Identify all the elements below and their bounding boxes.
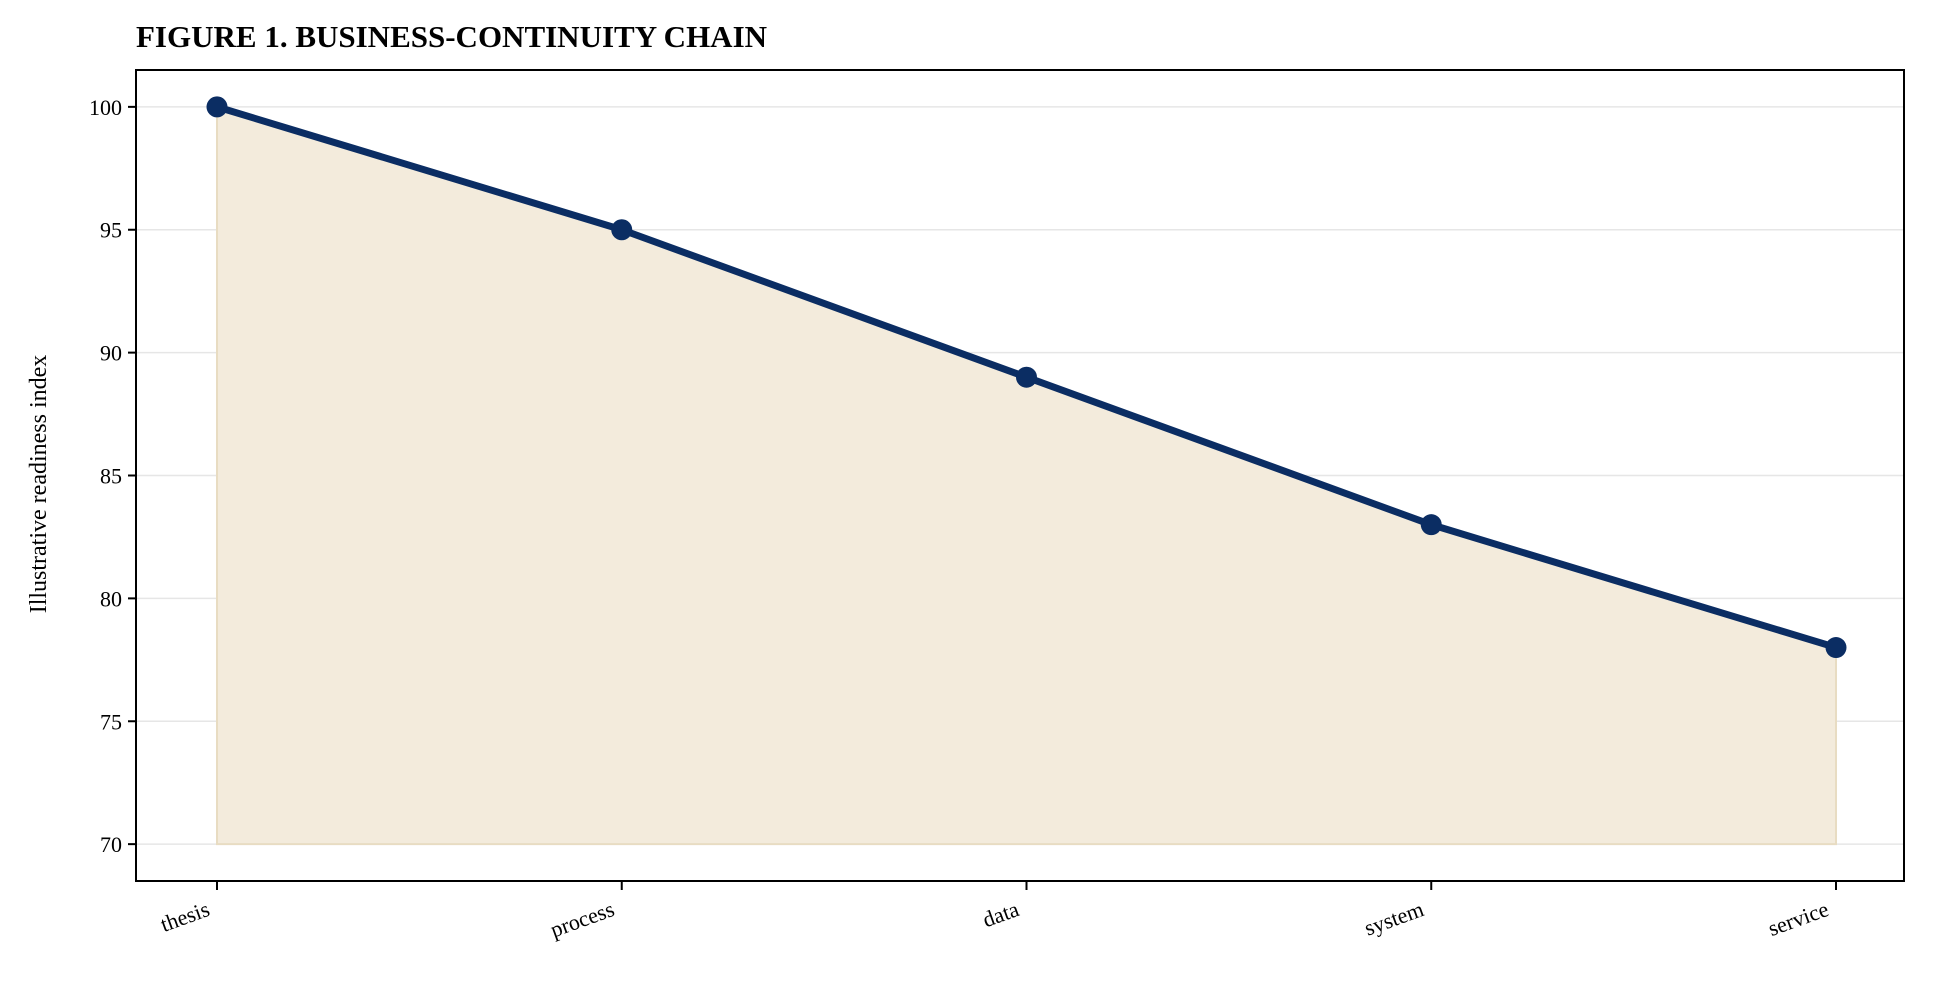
data-point-process [611,219,633,241]
y-tick-label-85: 85 [100,464,122,489]
data-point-system [1420,514,1442,536]
y-axis-ticks: 70 75 80 85 90 95 100 [89,95,136,857]
x-tick-label-system: system [1361,896,1427,940]
x-tick-label-data: data [979,896,1022,932]
data-point-thesis [206,96,228,118]
chart-title: FIGURE 1. BUSINESS-CONTINUITY CHAIN [136,19,767,54]
y-tick-label-90: 90 [100,341,122,366]
y-axis-label: Illustrative readiness index [26,355,52,614]
y-tick-label-100: 100 [89,95,122,120]
x-tick-label-service: service [1765,896,1832,941]
x-axis-ticks: thesis process data system service [157,881,1837,942]
data-point-data [1016,366,1037,388]
y-tick-label-70: 70 [100,832,122,857]
data-point-service [1825,637,1847,659]
y-tick-label-80: 80 [100,586,122,611]
y-tick-label-75: 75 [100,709,122,734]
x-tick-label-thesis: thesis [157,896,213,937]
y-tick-label-95: 95 [100,218,122,243]
x-tick-label-process: process [547,896,618,942]
data-points [206,96,1847,659]
